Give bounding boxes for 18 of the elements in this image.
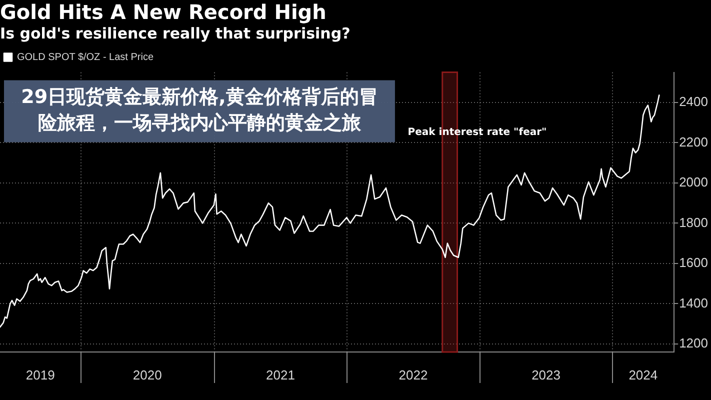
legend-label: GOLD SPOT $/OZ - Last Price xyxy=(17,52,154,63)
x-tick-label: 2021 xyxy=(266,367,295,382)
y-tick-label: 1600 xyxy=(679,255,708,270)
x-tick-label: 2022 xyxy=(398,367,428,382)
x-tick-label: 2024 xyxy=(628,367,658,382)
x-tick-label: 2023 xyxy=(532,367,560,382)
y-tick-label: 2000 xyxy=(679,174,708,190)
x-tick-label: 2020 xyxy=(132,367,162,382)
y-tick-label: 2400 xyxy=(679,94,708,110)
band-label: Peak interest rate "fear" xyxy=(408,126,547,138)
y-tick-label: 1200 xyxy=(679,336,708,351)
chart-title: Gold Hits A New Record High xyxy=(0,0,326,24)
annotation: 29日现货黄金最新价格,黄金价格背后的冒险旅程，一场寻找内心平静的黄金之旅 xyxy=(21,86,378,134)
y-tick-label: 2200 xyxy=(679,134,708,150)
y-tick-label: 1800 xyxy=(679,214,708,230)
chart-subtitle: Is gold's resilience really that surprising? xyxy=(0,24,350,43)
y-tick-label: 1400 xyxy=(679,295,708,310)
x-tick-label: 2019 xyxy=(26,367,55,382)
